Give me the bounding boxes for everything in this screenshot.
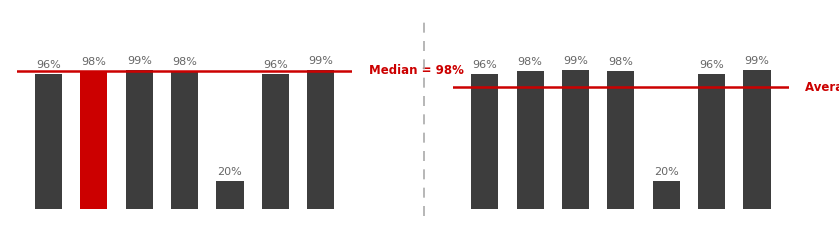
Bar [126,70,153,209]
Text: 98%: 98% [518,57,543,67]
Bar [472,74,498,209]
Text: 20%: 20% [654,167,679,177]
Text: 99%: 99% [744,56,769,66]
Bar [562,70,589,209]
Text: 98%: 98% [608,57,633,67]
Bar [307,70,334,209]
Text: 96%: 96% [36,60,61,70]
Bar [517,71,544,209]
Text: Median = 98%: Median = 98% [369,64,464,78]
Text: 99%: 99% [127,56,152,66]
Bar [653,181,680,209]
Text: 98%: 98% [81,57,107,67]
Bar [216,181,243,209]
Text: Average = 86.5%: Average = 86.5% [805,81,839,94]
Text: 20%: 20% [217,167,242,177]
Bar [698,74,725,209]
Text: 96%: 96% [263,60,288,70]
Text: 99%: 99% [308,56,333,66]
Text: 98%: 98% [172,57,197,67]
Bar [607,71,634,209]
Bar [262,74,289,209]
Bar [171,71,198,209]
Bar [743,70,770,209]
Bar [81,71,107,209]
Text: 96%: 96% [472,60,498,70]
Text: 96%: 96% [699,60,724,70]
Bar [35,74,62,209]
Text: 99%: 99% [563,56,588,66]
